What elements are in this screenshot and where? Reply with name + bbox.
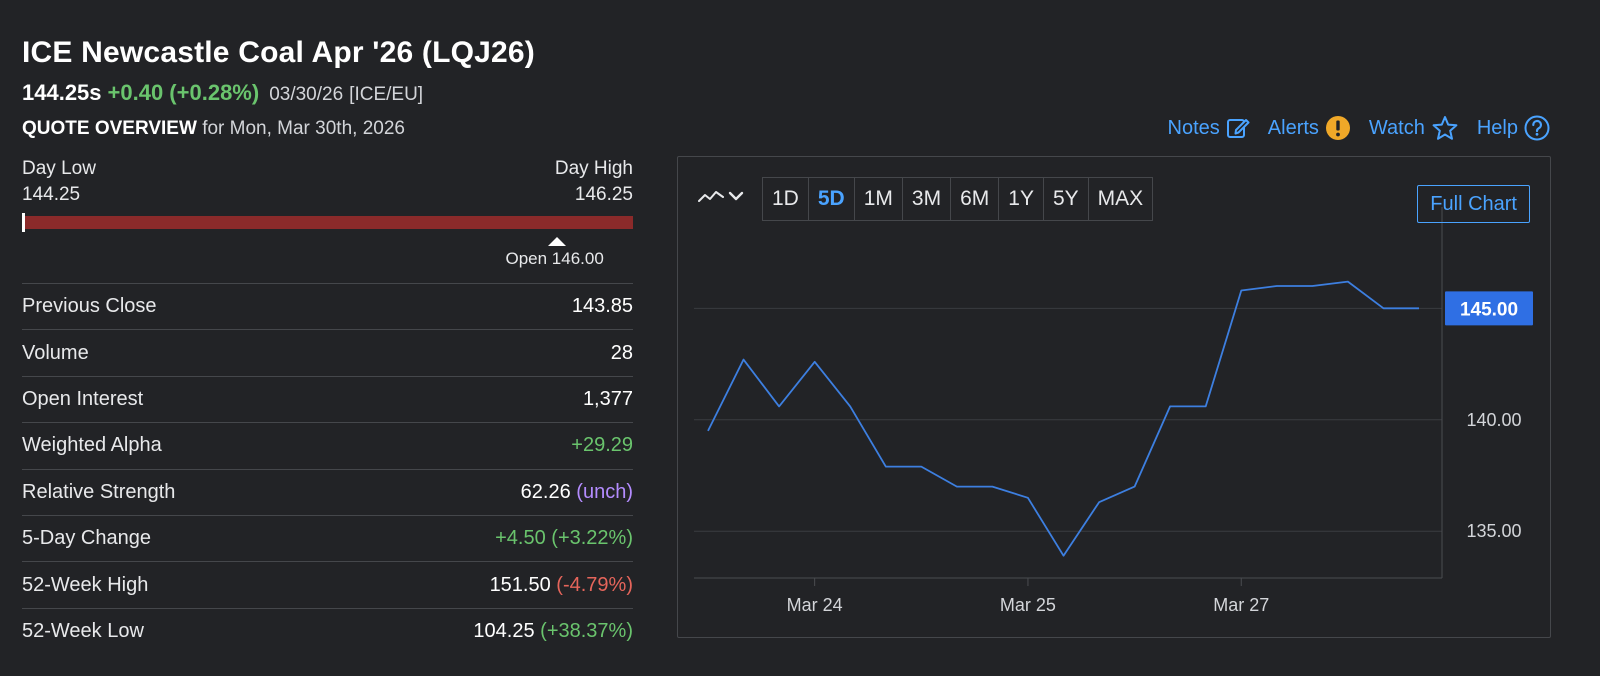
day-range-labels: Day Low Day High	[22, 158, 633, 180]
stat-value: 143.85	[571, 295, 633, 318]
stat-value-group: 1,377	[583, 388, 633, 411]
y-tick-label: 140.00	[1466, 410, 1521, 430]
timeframe-tabs: 1D 5D 1M 3M 6M 1Y 5Y MAX	[762, 177, 1154, 221]
day-high-label: Day High	[554, 158, 633, 179]
page-title: ICE Newcastle Coal Apr '26 (LQJ26)	[22, 36, 535, 69]
stat-value: +29.29	[571, 434, 633, 457]
stat-row: 52-Week High 151.50 (-4.79%)	[22, 562, 633, 609]
help-link[interactable]: Help	[1477, 115, 1550, 141]
toolbar-links: Notes Alerts Watch Help	[1168, 115, 1550, 141]
chart-type-selector[interactable]	[698, 187, 744, 205]
price-series-line	[707, 280, 1419, 557]
stat-value-group: 143.85	[572, 295, 633, 318]
stat-row: Open Interest 1,377	[22, 377, 633, 424]
stat-label: Previous Close	[22, 295, 157, 318]
help-label: Help	[1476, 116, 1518, 139]
day-range-bar	[22, 213, 633, 232]
x-tick-label: Mar 25	[1000, 595, 1056, 615]
tab-1y[interactable]: 1Y	[999, 178, 1044, 220]
overview-date: for Mon, Mar 30th, 2026	[202, 118, 405, 139]
alerts-link[interactable]: Alerts	[1268, 115, 1351, 141]
open-triangle-icon	[547, 237, 566, 246]
line-chart-icon	[698, 191, 724, 202]
day-low-value: 144.25	[22, 184, 81, 205]
stat-label: Relative Strength	[22, 480, 176, 503]
stat-value: +4.50 (+3.22%)	[495, 527, 633, 550]
y-tick-label: 135.00	[1466, 521, 1521, 541]
price-change: +0.40 (+0.28%)	[107, 80, 260, 105]
stat-value-group: +4.50 (+3.22%)	[495, 527, 633, 550]
open-price-label: Open 146.00	[505, 249, 604, 268]
tab-max[interactable]: MAX	[1097, 187, 1144, 210]
stat-value: 151.50	[489, 573, 551, 596]
current-price-marker	[22, 213, 25, 232]
quote-overview-heading: QUOTE OVERVIEW for Mon, Mar 30th, 2026	[22, 118, 405, 140]
stat-row: Volume 28	[22, 330, 633, 377]
x-tick-label: Mar 24	[787, 595, 843, 615]
exchange-label: [ICE/EU]	[349, 84, 424, 105]
stat-value: 28	[610, 341, 633, 364]
stat-value-change: (-4.79%)	[556, 573, 633, 596]
stat-value-group: +29.29	[571, 434, 633, 457]
stat-value-group: 151.50 (-4.79%)	[490, 574, 633, 597]
stat-label: 52-Week Low	[22, 620, 144, 643]
x-tick-label: Mar 27	[1213, 595, 1269, 615]
tab-1d[interactable]: 1D	[763, 178, 809, 220]
last-value-label: 145.00	[1460, 299, 1518, 320]
alerts-label: Alerts	[1267, 116, 1319, 139]
quote-date: 03/30/26	[269, 84, 344, 105]
stat-value-change: (+38.37%)	[540, 620, 633, 643]
stat-value: 62.26	[520, 480, 571, 503]
stat-label: 5-Day Change	[22, 527, 151, 550]
stat-row: 5-Day Change +4.50 (+3.22%)	[22, 516, 633, 563]
price-chart-panel: 135.00 140.00 Mar 24 Mar 25 Mar 27 145.00 1D 5…	[677, 156, 1551, 638]
notes-link[interactable]: Notes	[1168, 116, 1250, 140]
stat-row: Weighted Alpha +29.29	[22, 423, 633, 470]
chevron-down-icon	[728, 191, 744, 201]
price-line: 144.25s +0.40 (+0.28%) 03/30/26 [ICE/EU]	[22, 80, 423, 106]
watch-link[interactable]: Watch	[1369, 115, 1459, 141]
quote-stats-panel: Day Low Day High 144.25 146.25 Open 146.…	[22, 158, 633, 655]
edit-icon	[1226, 119, 1250, 138]
alert-icon	[1325, 116, 1350, 140]
stat-value-group: 104.25 (+38.37%)	[473, 620, 633, 643]
help-icon	[1524, 115, 1550, 141]
star-icon	[1432, 116, 1458, 140]
stat-label: Weighted Alpha	[22, 434, 162, 457]
day-low-label: Day Low	[22, 158, 96, 179]
tab-6m[interactable]: 6M	[951, 178, 1000, 220]
stat-value: 1,377	[582, 387, 633, 410]
overview-label: QUOTE OVERVIEW	[22, 118, 197, 139]
stats-table: Previous Close 143.85 Volume 28 Open Interes…	[22, 283, 633, 655]
notes-label: Notes	[1167, 116, 1220, 139]
tab-5d[interactable]: 5D	[809, 178, 855, 220]
stat-value: 104.25	[473, 620, 535, 643]
stat-value-group: 62.26 (unch)	[521, 481, 633, 504]
day-high-value: 146.25	[574, 184, 633, 205]
open-price-marker: Open 146.00	[22, 229, 633, 271]
stat-row: Relative Strength 62.26 (unch)	[22, 470, 633, 516]
full-chart-button[interactable]: Full Chart	[1417, 185, 1530, 223]
watch-label: Watch	[1368, 116, 1425, 139]
day-range-values: 144.25 146.25	[22, 184, 633, 206]
tab-1m[interactable]: 1M	[855, 178, 903, 220]
price-chart[interactable]: 135.00 140.00 Mar 24 Mar 25 Mar 27 145.00	[678, 157, 1552, 639]
stat-label: Open Interest	[22, 387, 144, 410]
tab-5y[interactable]: 5Y	[1044, 178, 1089, 220]
stat-row: Previous Close 143.85	[22, 284, 633, 331]
stat-label: 52-Week High	[22, 573, 149, 596]
stat-value-group: 28	[611, 342, 633, 365]
last-price: 144.25s	[22, 80, 102, 105]
stat-label: Volume	[22, 341, 89, 364]
last-value-badge	[1445, 291, 1533, 326]
tab-3m[interactable]: 3M	[903, 178, 952, 220]
stat-value-change: (unch)	[576, 480, 633, 503]
stat-row: 52-Week Low 104.25 (+38.37%)	[22, 609, 633, 655]
